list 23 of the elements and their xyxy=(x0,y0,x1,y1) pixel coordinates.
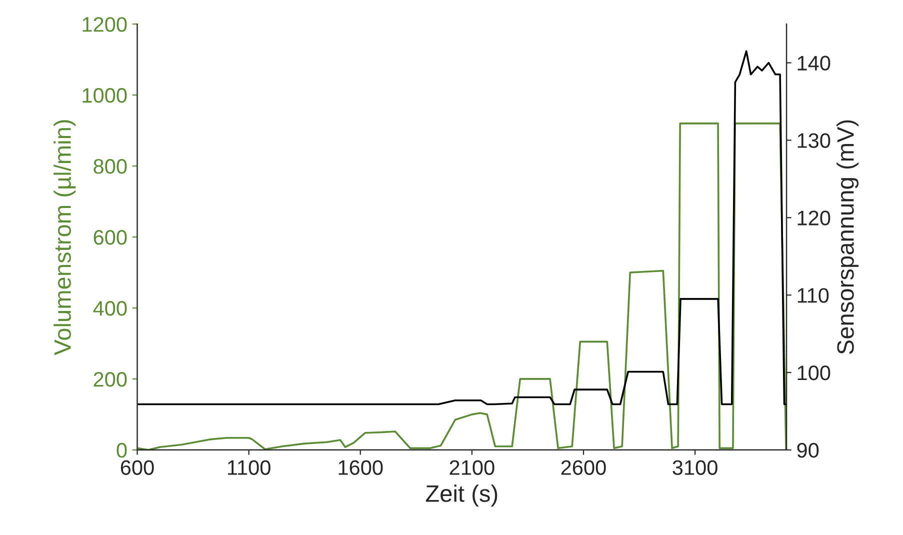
x-tick-label: 600 xyxy=(120,460,154,475)
y2-tick-label: 100 xyxy=(798,366,830,380)
y2-tick-label: 140 xyxy=(798,56,830,71)
x-tick-label: 3100 xyxy=(672,460,718,475)
y-tick-label: 200 xyxy=(94,372,127,387)
y2-tick-label: 90 xyxy=(797,442,819,458)
y-tick-label: 1000 xyxy=(82,88,127,103)
line-series xyxy=(137,50,787,406)
y2-tick-label: 130 xyxy=(798,133,830,148)
x-tick-label: 1100 xyxy=(228,460,270,475)
y2-tick-label: 110 xyxy=(798,288,829,303)
x-tick-label: 2600 xyxy=(561,460,606,475)
y-tick-label: 800 xyxy=(94,159,127,174)
y2-tick-label: 120 xyxy=(798,210,830,226)
x-tick-label: 2100 xyxy=(450,460,494,475)
y-tick-label: 600 xyxy=(94,230,127,245)
y-axis-title: Volumenstrom (µl/min) xyxy=(54,120,76,356)
y-tick-label: 1200 xyxy=(82,17,127,32)
x-tick-label: 1600 xyxy=(338,460,383,475)
y-tick-label: 0 xyxy=(116,442,127,458)
y-tick-label: 400 xyxy=(93,300,127,316)
y2-axis-title: Sensorspannung (mV) xyxy=(836,120,859,354)
x-axis-title: Zeit (s) xyxy=(426,484,498,507)
